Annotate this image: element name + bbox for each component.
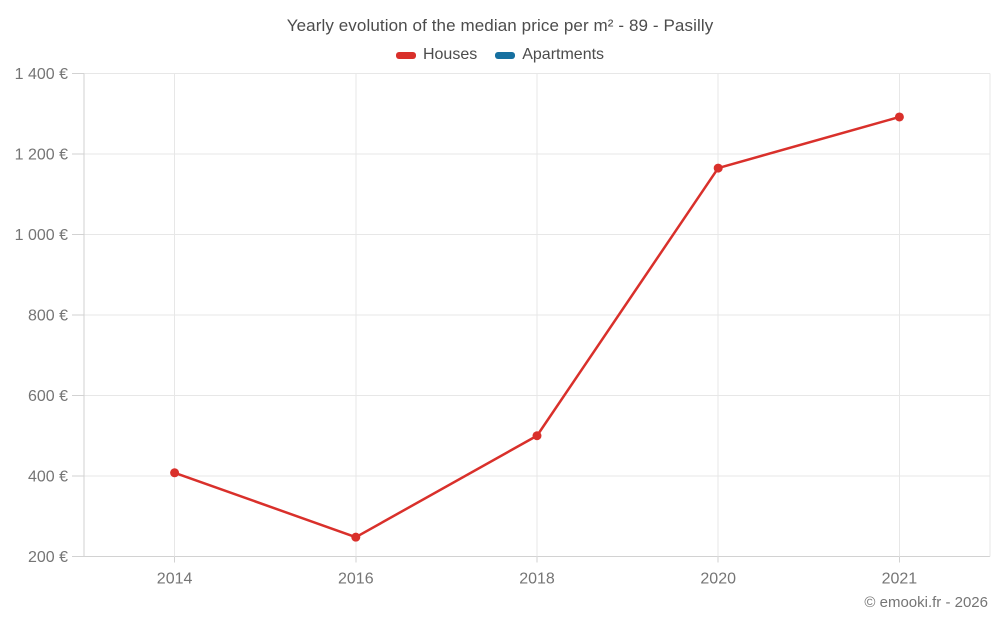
y-tick-label: 1 400 € bbox=[15, 66, 68, 83]
y-tick-label: 1 000 € bbox=[15, 227, 68, 244]
data-point-houses-2020[interactable] bbox=[713, 163, 723, 173]
y-tick-label: 600 € bbox=[28, 388, 68, 405]
legend-item-houses[interactable]: Houses bbox=[395, 46, 478, 64]
x-tick-label: 2021 bbox=[882, 571, 918, 588]
data-point-houses-2014[interactable] bbox=[170, 468, 180, 478]
x-tick-label: 2018 bbox=[519, 571, 555, 588]
legend-item-apartments[interactable]: Apartments bbox=[495, 46, 604, 64]
x-tick-label: 2020 bbox=[700, 571, 736, 588]
houses-swatch-icon bbox=[395, 51, 416, 59]
y-tick-label: 1 200 € bbox=[15, 147, 68, 164]
chart-legend: Houses Apartments bbox=[0, 46, 1000, 64]
data-point-houses-2018[interactable] bbox=[532, 431, 542, 441]
legend-label: Houses bbox=[422, 46, 478, 63]
data-point-houses-2021[interactable] bbox=[894, 112, 904, 122]
apartments-swatch-icon bbox=[495, 51, 516, 59]
data-point-houses-2016[interactable] bbox=[351, 532, 361, 542]
y-tick-label: 400 € bbox=[28, 469, 68, 486]
x-tick-label: 2016 bbox=[338, 571, 374, 588]
y-tick-label: 200 € bbox=[28, 549, 68, 566]
y-tick-label: 800 € bbox=[28, 308, 68, 325]
chart-title: Yearly evolution of the median price per… bbox=[286, 16, 714, 35]
legend-label: Apartments bbox=[522, 46, 605, 63]
x-tick-label: 2014 bbox=[157, 571, 193, 588]
copyright-note: © emooki.fr - 2026 bbox=[864, 594, 988, 611]
